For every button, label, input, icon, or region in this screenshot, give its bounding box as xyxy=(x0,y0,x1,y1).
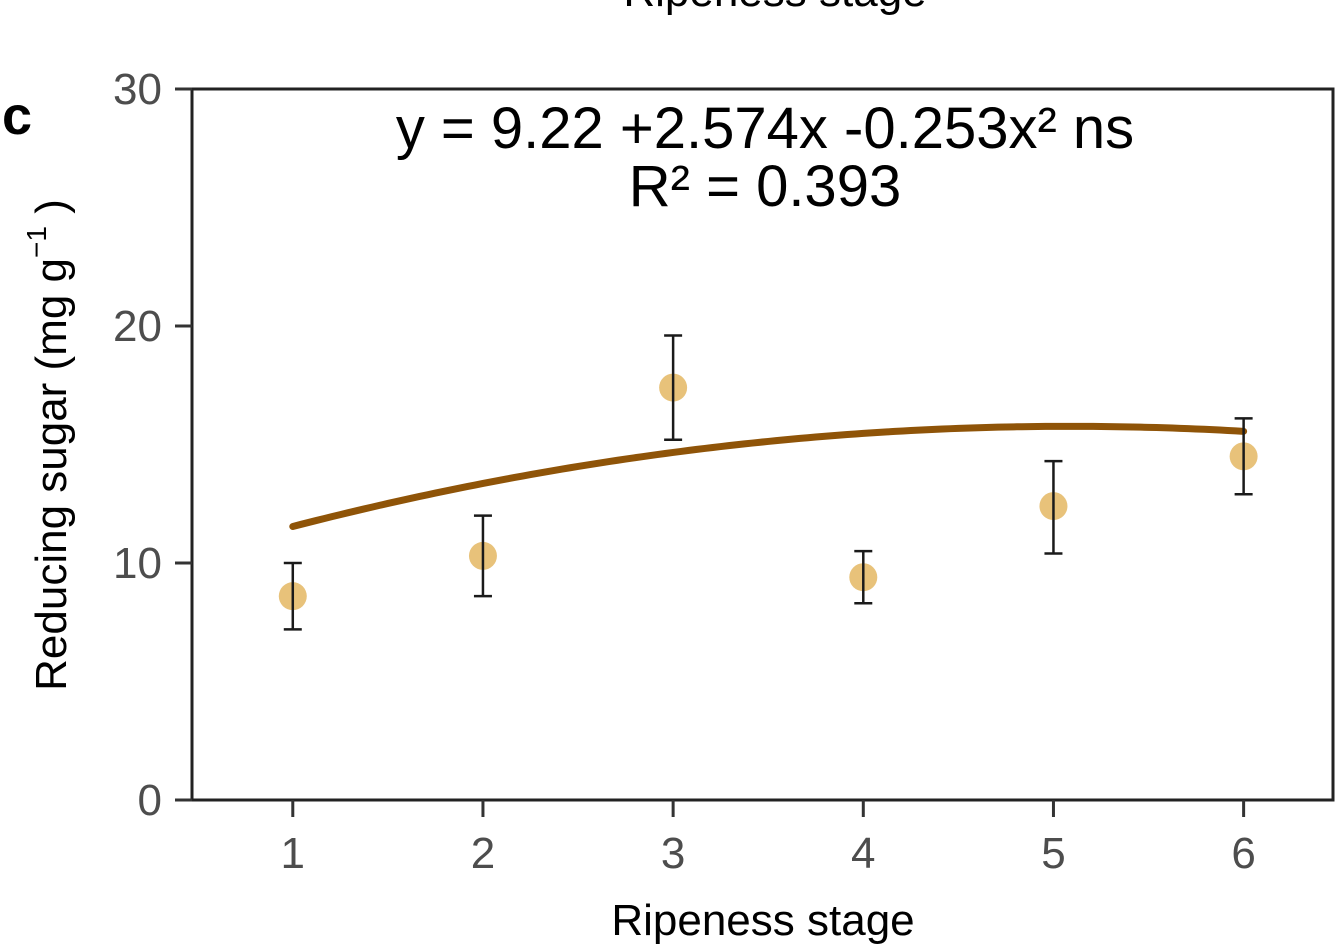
equation-annotation: y = 9.22 +2.574x -0.253x² ns xyxy=(396,96,1134,161)
fit-curve xyxy=(289,422,1248,530)
y-axis-ticks: 0 10 20 30 xyxy=(113,65,192,825)
r2-annotation: R² = 0.393 xyxy=(629,154,901,219)
x-tick-label: 5 xyxy=(1041,829,1065,878)
top-cut-title: Ripeness stage xyxy=(623,0,926,16)
x-tick-label: 2 xyxy=(471,829,495,878)
y-tick-label: 20 xyxy=(113,302,162,351)
fit-layer xyxy=(289,422,1248,530)
y-axis-title: Reducing sugar (mg g−1 ) xyxy=(21,199,76,691)
x-tick-label: 6 xyxy=(1231,829,1255,878)
y-axis-title-sup: −1 xyxy=(21,226,52,258)
y-tick-label: 0 xyxy=(138,776,162,825)
plot-panel xyxy=(190,87,1335,802)
x-tick-label: 3 xyxy=(661,829,685,878)
errorbars-layer xyxy=(283,334,1253,631)
y-axis-title-close: ) xyxy=(27,199,76,226)
x-axis-ticks: 1 2 3 4 5 6 xyxy=(281,800,1256,878)
y-tick-label: 10 xyxy=(113,539,162,588)
x-tick-label: 1 xyxy=(281,829,305,878)
y-tick-label: 30 xyxy=(113,65,162,114)
x-tick-label: 4 xyxy=(851,829,875,878)
panel-label: c xyxy=(2,86,32,146)
x-axis-title: Ripeness stage xyxy=(611,896,914,945)
y-axis-title-main: Reducing sugar (mg g xyxy=(27,258,76,691)
